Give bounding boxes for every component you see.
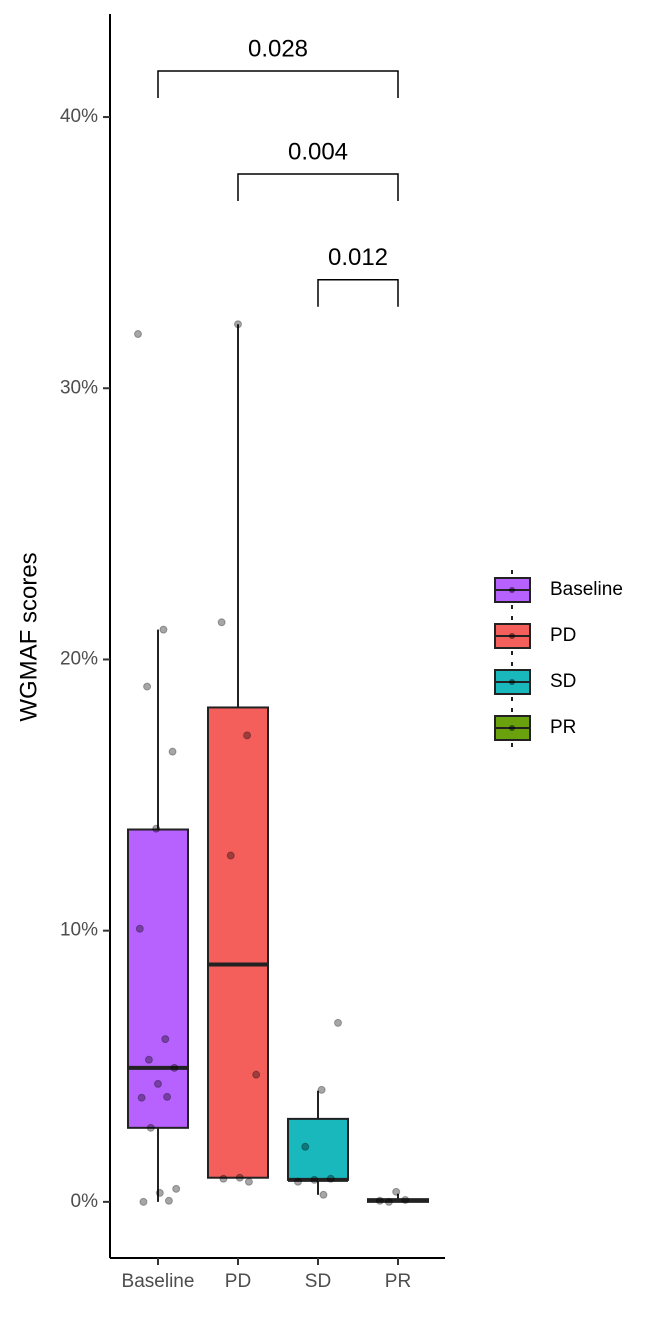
point [226,851,235,860]
x-tick-label: SD [305,1271,331,1292]
point [392,1187,401,1196]
point [243,731,252,740]
box [287,1117,349,1181]
point [301,1142,310,1151]
point [317,1085,326,1094]
y-tick-label: 40% [60,106,98,127]
p-value: 0.004 [288,138,348,165]
legend-label: SD [550,671,576,692]
point [235,1173,244,1182]
point [155,1188,164,1197]
point [219,1174,228,1183]
point [139,1197,148,1206]
point [170,1063,179,1072]
point [252,1070,261,1079]
legend-label: Baseline [550,579,623,600]
box [127,828,189,1129]
point [217,618,226,627]
bracket [157,70,399,98]
point [134,330,142,339]
y-tick-label: 20% [60,648,98,669]
p-value: 0.012 [328,244,388,271]
point [244,1177,253,1186]
point [152,824,161,833]
legend-point [509,587,515,593]
point [384,1197,393,1206]
point [164,1196,173,1205]
point [334,1018,342,1027]
y-axis-label: WGMAF scores [15,552,42,721]
point [234,320,242,329]
point [146,1123,155,1132]
point [161,1035,170,1044]
point [172,1184,181,1193]
point [326,1174,335,1183]
y-tick-label: 0% [71,1191,99,1212]
point [294,1177,302,1186]
point [144,1055,153,1064]
point [159,625,168,634]
x-tick-label: PD [225,1271,251,1292]
legend-label: PR [550,717,576,738]
bracket [317,279,399,307]
bracket [237,173,399,202]
y-tick-label: 30% [60,377,98,398]
point [135,924,144,933]
point [163,1092,172,1101]
point [137,1093,146,1102]
point [154,1079,162,1088]
legend-label: PD [550,625,576,646]
legend-point [509,633,515,639]
point [168,747,177,756]
legend-point [509,725,515,731]
y-tick-label: 10% [60,920,98,941]
point [319,1190,328,1199]
x-tick-label: Baseline [122,1271,195,1292]
point [401,1195,410,1204]
p-value: 0.028 [248,35,308,62]
x-tick-label: PR [385,1271,411,1292]
point [375,1196,384,1205]
box [207,706,269,1179]
point [143,682,152,691]
point [310,1175,319,1184]
legend-point [509,679,515,685]
